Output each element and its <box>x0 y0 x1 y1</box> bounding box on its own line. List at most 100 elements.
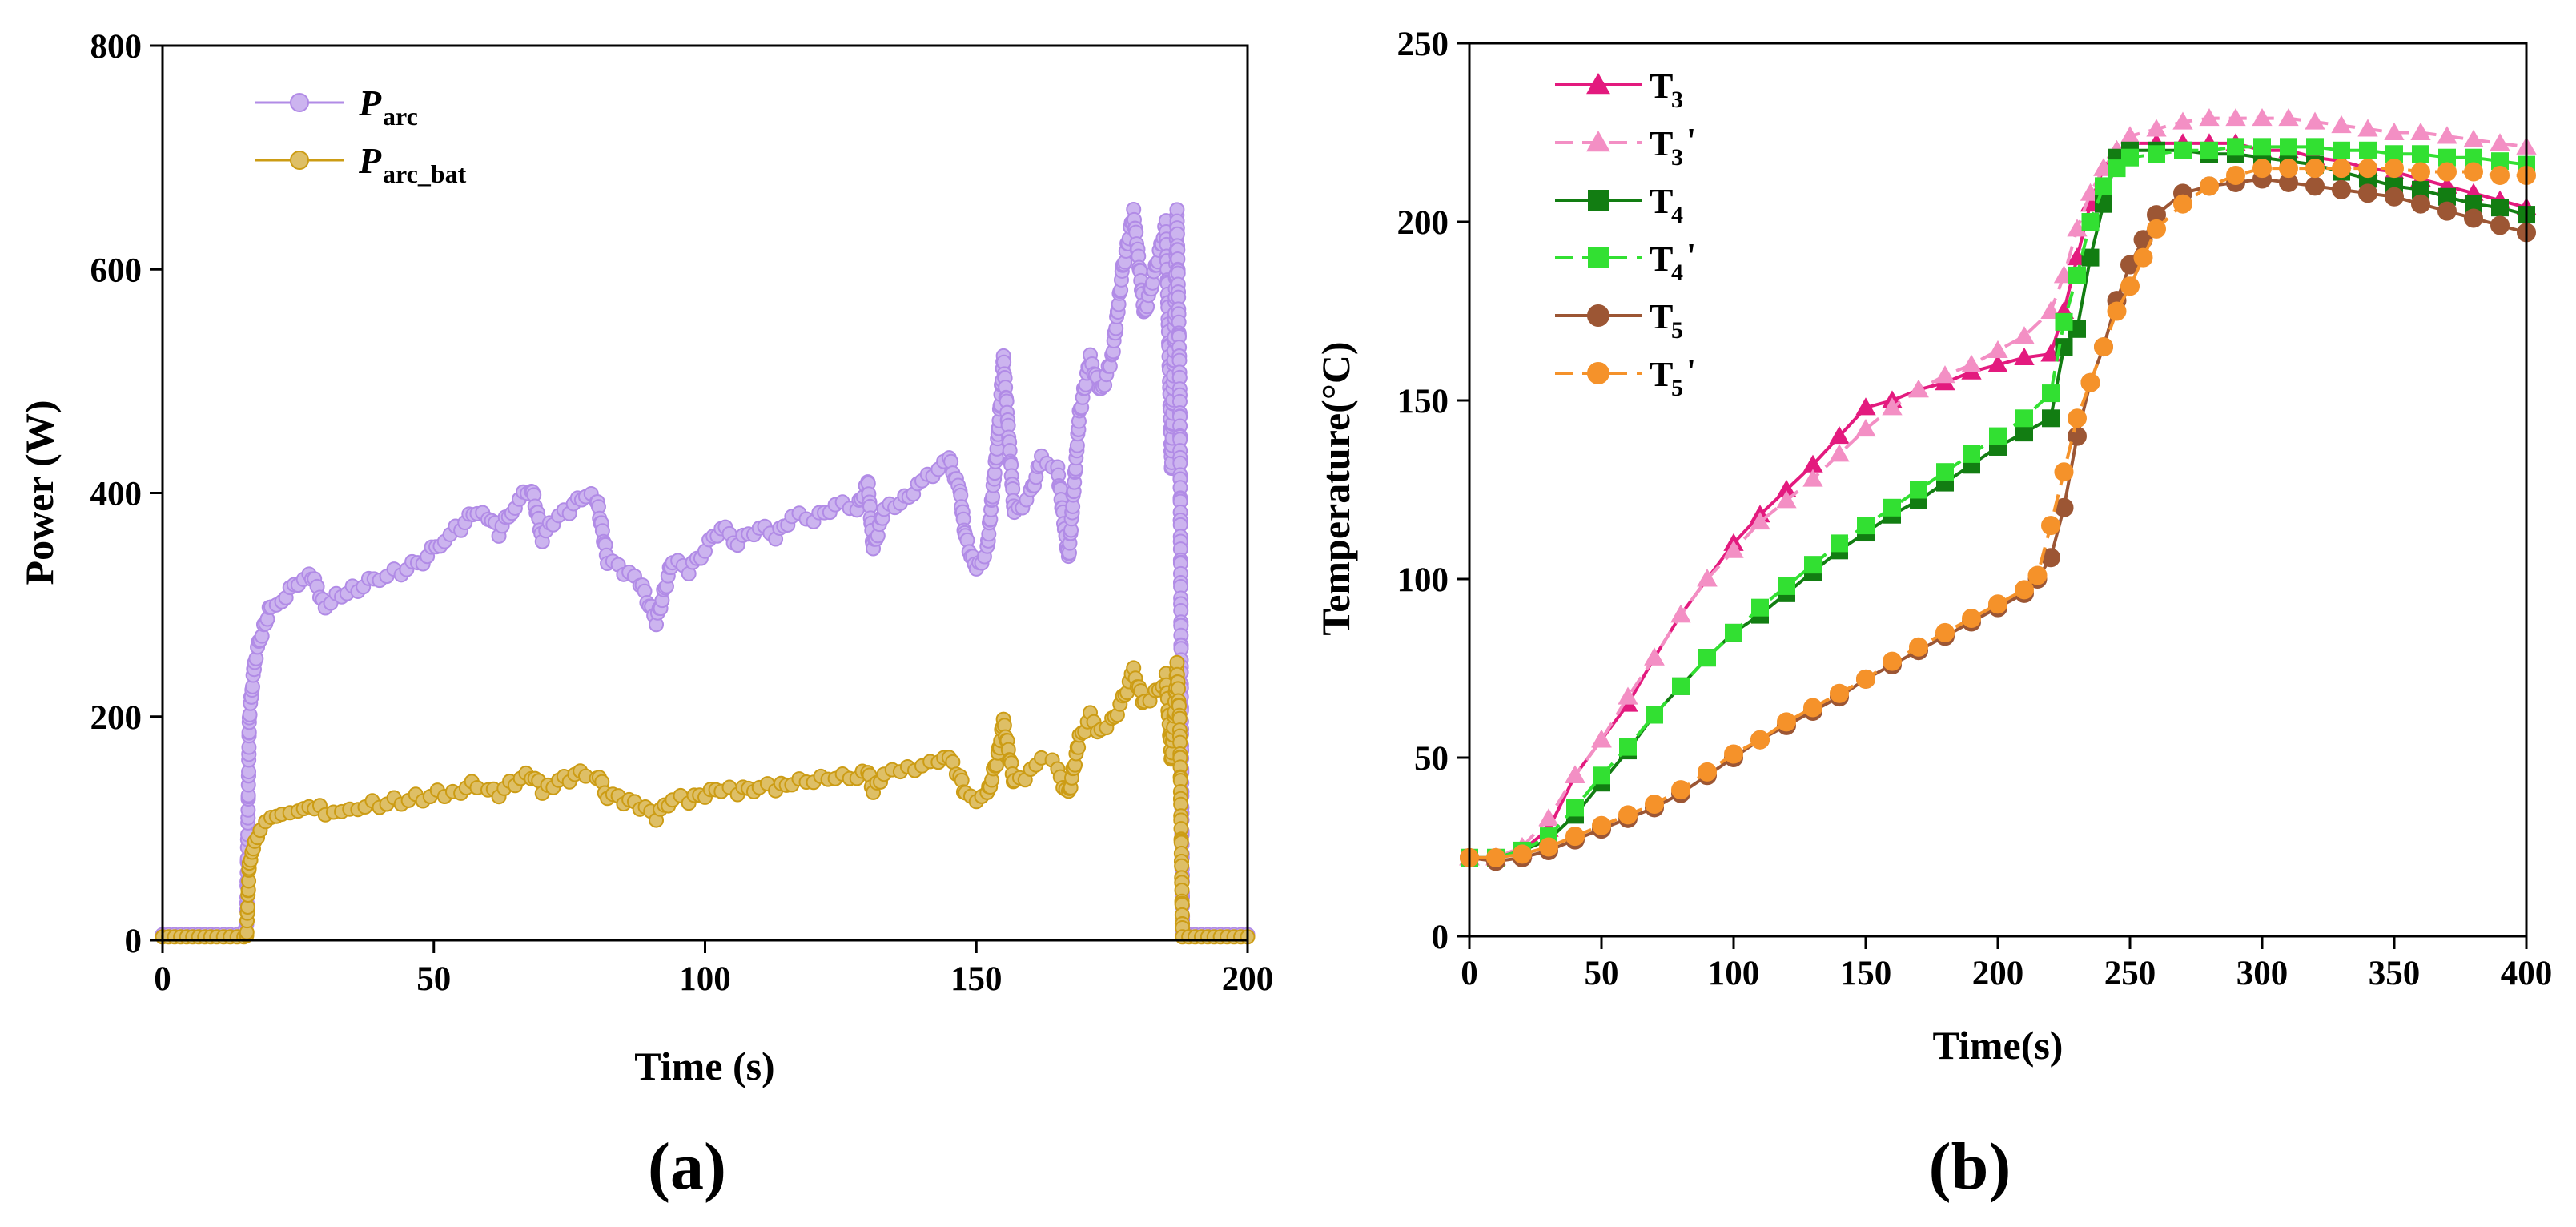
chart-b-series-t3-prime-point <box>2463 129 2484 147</box>
chart-a-legend-arc-subscript: arc <box>383 102 418 131</box>
chart-b-y-axis-label: Temperature(°C) <box>1313 341 1358 635</box>
chart-b-series-t4-prime-point <box>1804 556 1822 574</box>
chart-b-y-tick-label: 200 <box>1397 204 1449 242</box>
chart-b-series-t5-prime-point <box>1883 651 1902 671</box>
chart-b-series-t5-prime-point <box>2358 159 2377 179</box>
chart-b-series-t4-prime-point <box>2055 312 2073 331</box>
chart-b-series-t5-prime-point <box>2200 176 2219 196</box>
chart-a-series-p-arc <box>155 201 1256 943</box>
chart-b-series-t3-prime-point <box>1670 604 1691 623</box>
chart-b-series-t4-prime-point <box>2081 213 2100 231</box>
chart-b-series-t3-prime-point <box>2120 126 2140 144</box>
chart-a-legend-arc-bat-marker <box>290 151 309 170</box>
chart-b-series-t4-prime-point <box>1698 649 1716 667</box>
chart-b-series-t5-prime-point <box>1777 712 1796 732</box>
chart-b-series-t3-prime-line <box>1469 116 2527 859</box>
chart-b-series-t4-point <box>2412 180 2429 199</box>
chart-b-series-t4-prime-point <box>2227 138 2244 156</box>
chart-b-series-t5-prime-point <box>2027 565 2048 585</box>
chart-b-legend-t4-subscript: 4 <box>1671 202 1683 228</box>
chart-b-y-tick-label: 100 <box>1397 561 1449 599</box>
chart-b-series-t5-prime-point <box>1962 609 1981 629</box>
chart-b-series-t3-prime-point <box>1591 730 1612 748</box>
chart-b-series-t5-prime-point <box>1724 744 1743 764</box>
chart-a-series-p-arc-line <box>163 213 1248 936</box>
chart-b-y-tick-label: 0 <box>1432 919 1449 956</box>
chart-b-series-t4-prime-point <box>2148 145 2165 163</box>
chart-b-legend-t3-marker <box>1586 73 1610 95</box>
chart-b-series-t3-prime-point <box>1750 511 1770 530</box>
chart-b-legend-t3-prime-label: T <box>1650 124 1673 163</box>
chart-b-series-t4-prime-point <box>2491 152 2509 171</box>
chart-a-plot-area <box>155 201 1256 945</box>
chart-b-series-t4-point <box>2081 248 2100 267</box>
chart-b-series-t4-prime-point <box>2042 384 2060 403</box>
chart-b-series-t3-prime-point <box>1776 490 1797 509</box>
chart-b-series-t4-prime-point <box>1646 706 1663 724</box>
chart-a-tick-marks <box>150 44 1249 953</box>
chart-b-series-t5-prime-point <box>1909 637 1928 657</box>
chart-b-series-t4-point <box>2015 424 2033 442</box>
chart-b-series-t5-prime-point <box>2015 580 2034 600</box>
chart-b-series-t3-prime-point <box>2437 126 2457 144</box>
chart-b-series-t5-prime-point <box>2054 462 2074 482</box>
chart-a-x-tick-label: 200 <box>1222 960 1274 998</box>
chart-b-series-t4-prime-point <box>2438 148 2456 167</box>
chart-b-series-t3-point <box>1776 479 1797 497</box>
chart-b-series-t4-prime-point <box>1936 463 1954 481</box>
chart-b-series-t4-prime-point <box>1910 481 1927 499</box>
chart-b-series-t5-prime-line <box>1469 167 2526 859</box>
chart-b-series-t4-prime-point <box>1963 445 1980 463</box>
chart-b-series-t4-point <box>2095 195 2112 213</box>
chart-b-series-t5-prime-point <box>1935 622 1955 642</box>
chart-b-series-t3-prime-point <box>2490 133 2510 151</box>
chart-b-series-t5-prime-point <box>2411 162 2430 182</box>
chart-b-legend-t3-prime-marker <box>1586 131 1610 152</box>
chart-a-legend-arc-bat-subscript: arc_bat <box>383 159 467 188</box>
chart-b-legend-t3-subscript: 3 <box>1671 86 1683 113</box>
chart-b-series-t4-prime-point <box>1831 534 1848 553</box>
chart-b-series-t4-prime-point <box>1619 738 1637 756</box>
chart-b-series-t5 <box>1460 169 2536 871</box>
chart-b-series-t3-prime-point <box>2357 119 2378 137</box>
chart-b-series-t4-prime-point <box>2385 145 2403 163</box>
chart-b-series-t3-prime-point <box>2252 108 2273 127</box>
chart-b-series-t3-point <box>1829 425 1850 445</box>
chart-b-y-tick-label: 250 <box>1397 26 1449 63</box>
chart-b-series-t4-prime-point <box>1778 577 1795 595</box>
chart-b-series-t3-prime-point <box>2146 119 2167 137</box>
chart-b-y-tick-label: 50 <box>1414 740 1449 778</box>
chart-b-series-t4-prime-point <box>2121 148 2139 167</box>
chart-b-series-t4-prime-point <box>1857 517 1875 535</box>
chart-a-y-tick-label: 800 <box>90 28 143 66</box>
chart-b-series-t5-prime-point <box>2226 166 2245 186</box>
chart-b-series-t5-prime-point <box>2120 276 2140 296</box>
chart-b-series-t4-prime-point <box>2068 266 2086 284</box>
chart-b-series-t5-prime-point <box>2107 301 2127 321</box>
chart-b-series-t5-prime-point <box>2385 159 2404 179</box>
chart-b-series-t5-prime-point <box>2252 159 2272 179</box>
chart-b-series-t3-prime-point <box>1908 379 1929 398</box>
chart-b-series-t5-prime-point <box>1565 827 1585 847</box>
chart-b-series-t4-prime-point <box>1672 677 1690 695</box>
chart-b-x-tick-label: 100 <box>1708 955 1760 992</box>
chart-b-legend-t5-prime-label: T <box>1650 355 1673 394</box>
chart-b-series-t4 <box>1461 141 2535 867</box>
chart-b-series-t5-prime-point <box>1539 837 1558 857</box>
chart-b-series-t3-prime-point <box>2410 122 2431 140</box>
chart-b-legend-t4-label: T <box>1650 182 1673 221</box>
chart-b-series-t5-prime <box>1460 159 2536 867</box>
chart-b-series-t4-prime-point <box>2306 138 2324 156</box>
chart-a-x-tick-label: 50 <box>416 960 451 998</box>
chart-b-legend-t5-label: T <box>1650 297 1673 336</box>
chart-b-series-t5-prime-point <box>1592 815 1611 835</box>
chart-b-series-t4-point <box>2491 199 2509 217</box>
chart-a-x-tick-label: 150 <box>950 960 1003 998</box>
chart-b-series-t5-prime-point <box>2332 159 2351 179</box>
chart-b-legend-t4-prime-prime-mark: ' <box>1686 236 1696 276</box>
chart-b-series-t4-prime-point <box>1883 498 1901 517</box>
chart-b-series-t5-point <box>2437 201 2457 221</box>
